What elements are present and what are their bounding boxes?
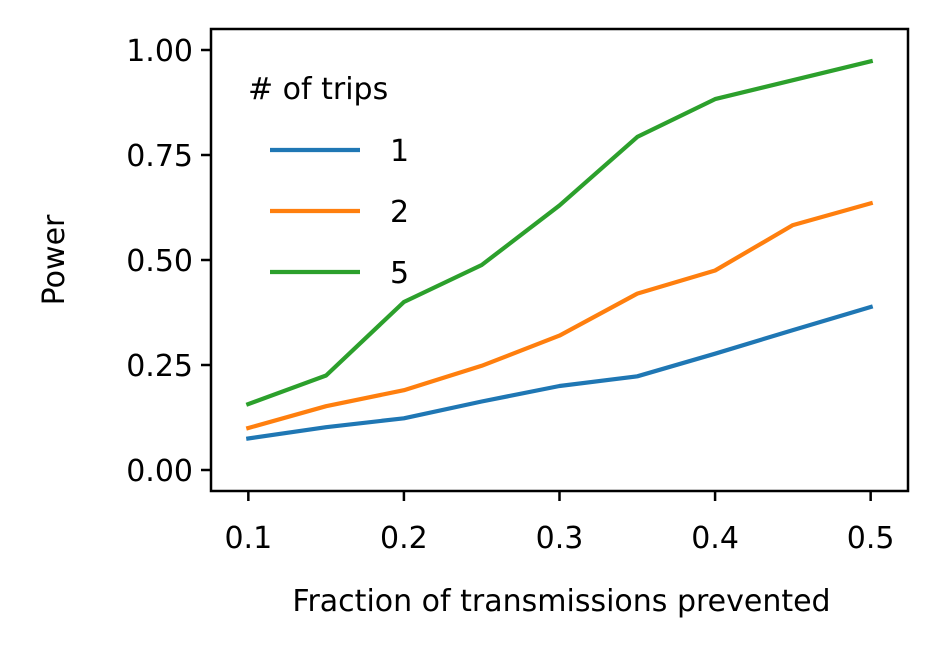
- y-tick-label: 0.00: [126, 454, 193, 489]
- y-tick-label: 0.50: [126, 244, 193, 279]
- y-tick-label: 0.25: [126, 349, 193, 384]
- x-tick-label: 0.1: [224, 521, 272, 556]
- series-line-5: [245, 58, 874, 407]
- legend: # of trips 1 2 5: [248, 72, 409, 291]
- series-line-2: [245, 200, 874, 431]
- legend-label-2: 2: [390, 195, 409, 230]
- x-tick-label: 0.5: [847, 521, 895, 556]
- series-line-1: [245, 304, 874, 441]
- y-axis-label: Power: [37, 214, 72, 305]
- x-tick-label: 0.4: [691, 521, 739, 556]
- x-tick-label: 0.3: [536, 521, 584, 556]
- legend-label-1: 1: [390, 134, 409, 169]
- legend-title: # of trips: [248, 72, 388, 107]
- x-axis-label: Fraction of transmissions prevented: [292, 584, 830, 619]
- x-axis: 0.1 0.2 0.3 0.4 0.5: [224, 491, 895, 556]
- y-tick-label: 1.00: [126, 34, 193, 69]
- y-tick-label: 0.75: [126, 139, 193, 174]
- plot-lines: [245, 58, 874, 441]
- x-tick-label: 0.2: [380, 521, 428, 556]
- legend-label-5: 5: [390, 256, 409, 291]
- y-axis: 0.00 0.25 0.50 0.75 1.00: [126, 34, 211, 489]
